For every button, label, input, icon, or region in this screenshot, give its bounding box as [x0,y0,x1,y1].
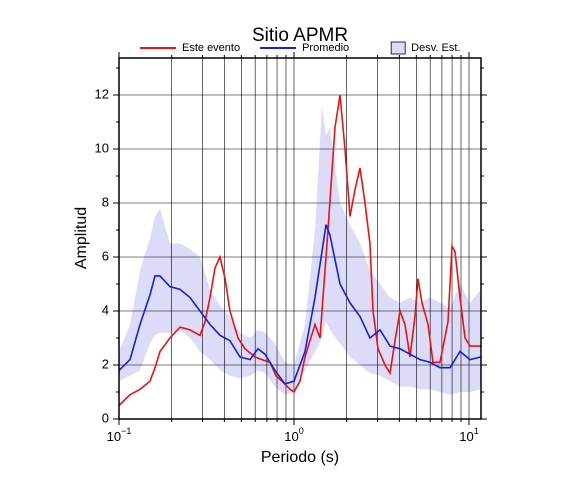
y-tick-label: 12 [95,86,109,101]
legend-label: Promedio [302,42,349,54]
y-tick-label: 2 [102,356,109,371]
x-tick-label: 100 [284,426,303,444]
chart-title: Sitio APMR [252,25,348,46]
x-tick-base: 10 [284,429,298,444]
x-tick-label: 101 [459,426,478,444]
y-tick-label: 4 [102,302,109,317]
x-tick-base: 10 [459,429,473,444]
std-band [119,105,481,395]
x-tick-exponent: 0 [299,426,304,436]
x-axis-label: Periodo (s) [261,449,339,466]
y-tick-label: 6 [102,248,109,263]
x-tick-exponent: −1 [121,426,131,436]
x-tick-exponent: 1 [474,426,479,436]
legend-swatch [390,41,406,55]
legend-label: Este evento [182,42,240,54]
plot-frame [118,57,482,420]
series-line [118,224,482,385]
series-line [118,94,481,407]
y-tick-label: 0 [102,410,109,425]
x-tick-base: 10 [107,429,121,444]
y-tick-label: 10 [95,140,109,155]
y-axis-label: Amplitud [73,207,90,269]
legend-label: Desv. Est. [411,42,460,54]
x-tick-label: 10−1 [107,426,132,444]
y-tick-label: 8 [102,194,109,209]
